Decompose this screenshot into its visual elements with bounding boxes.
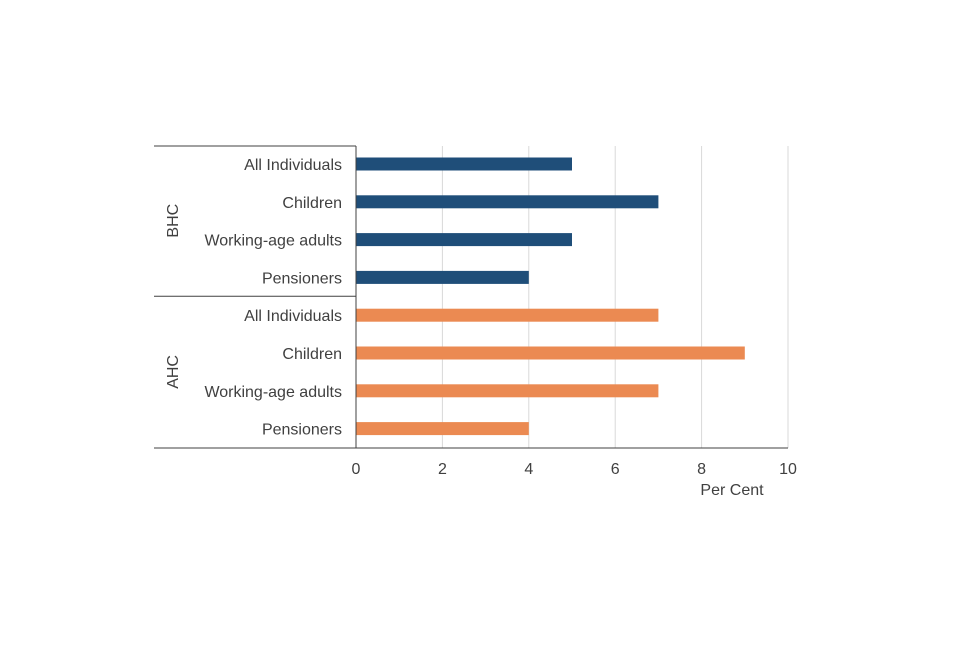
x-tick-label: 8 xyxy=(697,461,706,478)
bar-ahc-pensioners xyxy=(356,422,529,436)
x-tick-label: 4 xyxy=(524,461,533,478)
category-labels: All Individuals Children Working-age adult… xyxy=(165,157,342,439)
bar-ahc-all-individuals xyxy=(356,308,659,322)
category-label: All Individuals xyxy=(244,308,342,325)
x-tick-label: 0 xyxy=(352,461,361,478)
bars xyxy=(356,157,745,436)
x-tick-label: 10 xyxy=(779,461,797,478)
group-label-bhc: BHC xyxy=(165,204,182,238)
bar-bhc-all-individuals xyxy=(356,157,572,171)
category-label: Working-age adults xyxy=(204,384,342,401)
axes xyxy=(154,145,788,449)
gridlines xyxy=(441,146,789,448)
category-label: Children xyxy=(282,195,342,212)
category-label: Pensioners xyxy=(262,270,342,287)
category-label: All Individuals xyxy=(244,157,342,174)
category-label: Pensioners xyxy=(262,422,342,439)
bar-ahc-children xyxy=(356,346,745,360)
bar-bhc-children xyxy=(356,195,659,209)
bar-bhc-working-age-adults xyxy=(356,233,572,247)
category-label: Children xyxy=(282,346,342,363)
x-tick-label: 2 xyxy=(438,461,447,478)
category-label: Working-age adults xyxy=(204,233,342,250)
bar-bhc-pensioners xyxy=(356,270,529,284)
x-axis-title: Per Cent xyxy=(700,482,764,499)
group-label-ahc: AHC xyxy=(165,355,182,389)
bar-ahc-working-age-adults xyxy=(356,384,659,398)
x-tick-label: 6 xyxy=(611,461,620,478)
x-tick-labels: 0 2 4 6 8 10 xyxy=(352,461,797,478)
